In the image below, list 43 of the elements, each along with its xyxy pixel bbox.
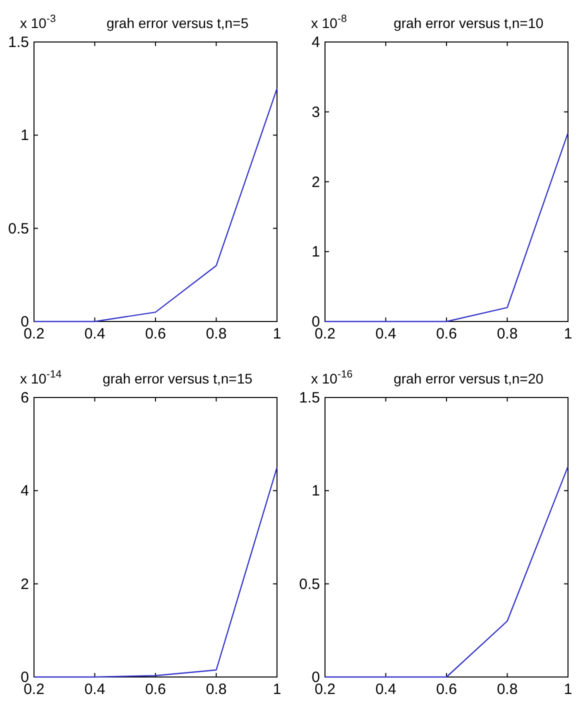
x-tick-label: 1 (272, 326, 282, 342)
x-tick-label: 0.2 (314, 681, 336, 698)
x-tick-label: 1 (564, 326, 572, 342)
text: x 10$^{-8}$ (311, 13, 347, 31)
x-tick-label: 0.4 (375, 681, 396, 698)
y-tick-label: 0.5 (299, 576, 320, 593)
x-tick-label: 0.4 (375, 326, 396, 342)
x-tick-label: 0.2 (24, 326, 44, 342)
x-tick-label: 0.8 (496, 326, 518, 342)
x-tick-label: 1 (272, 681, 282, 698)
x-tick-label: 1 (564, 681, 572, 698)
x-tick-label: 0.4 (84, 326, 106, 342)
chart-title: grah error versus t,n=10 (394, 15, 544, 31)
y-tick-label: 1.5 (299, 390, 320, 406)
x-tick-label: 0.4 (84, 681, 106, 698)
line-series (33, 88, 278, 322)
x-tick-label: 0.6 (145, 681, 166, 698)
y-tick-label: 3 (312, 104, 320, 121)
y-tick-label: 1 (312, 482, 320, 500)
x-tick-label: 0.6 (145, 326, 166, 342)
y-tick-label: 1.5 (8, 34, 29, 51)
y-tick-label: 0.5 (8, 220, 29, 238)
text: x 10$^{-16}$ (311, 368, 353, 386)
y-tick-label: 4 (312, 34, 320, 51)
y-tick-label: 1 (20, 127, 29, 144)
text: x 10$^{-3}$ (20, 13, 56, 31)
text: x 10$^{-14}$ (20, 368, 62, 386)
line-series (33, 466, 278, 678)
x-tick-label: 0.8 (496, 681, 518, 698)
x-tick-label: 0.8 (206, 326, 227, 342)
x-tick-label: 0.8 (206, 681, 227, 698)
x-tick-label: 0.6 (436, 681, 457, 698)
x-tick-label: 0.2 (314, 326, 336, 342)
chart-title: grah error versus t,n=15 (102, 370, 253, 386)
y-tick-label: 1 (312, 244, 320, 261)
x-tick-label: 0.6 (436, 326, 457, 342)
x-tick-label: 0.2 (24, 681, 44, 698)
chart-title: grah error versus t,n=5 (106, 15, 249, 31)
y-tick-label: 2 (20, 576, 29, 593)
chart-title: grah error versus t,n=20 (394, 370, 544, 386)
y-tick-label: 4 (20, 482, 29, 500)
y-tick-label: 6 (20, 390, 29, 406)
y-tick-label: 2 (312, 174, 320, 191)
